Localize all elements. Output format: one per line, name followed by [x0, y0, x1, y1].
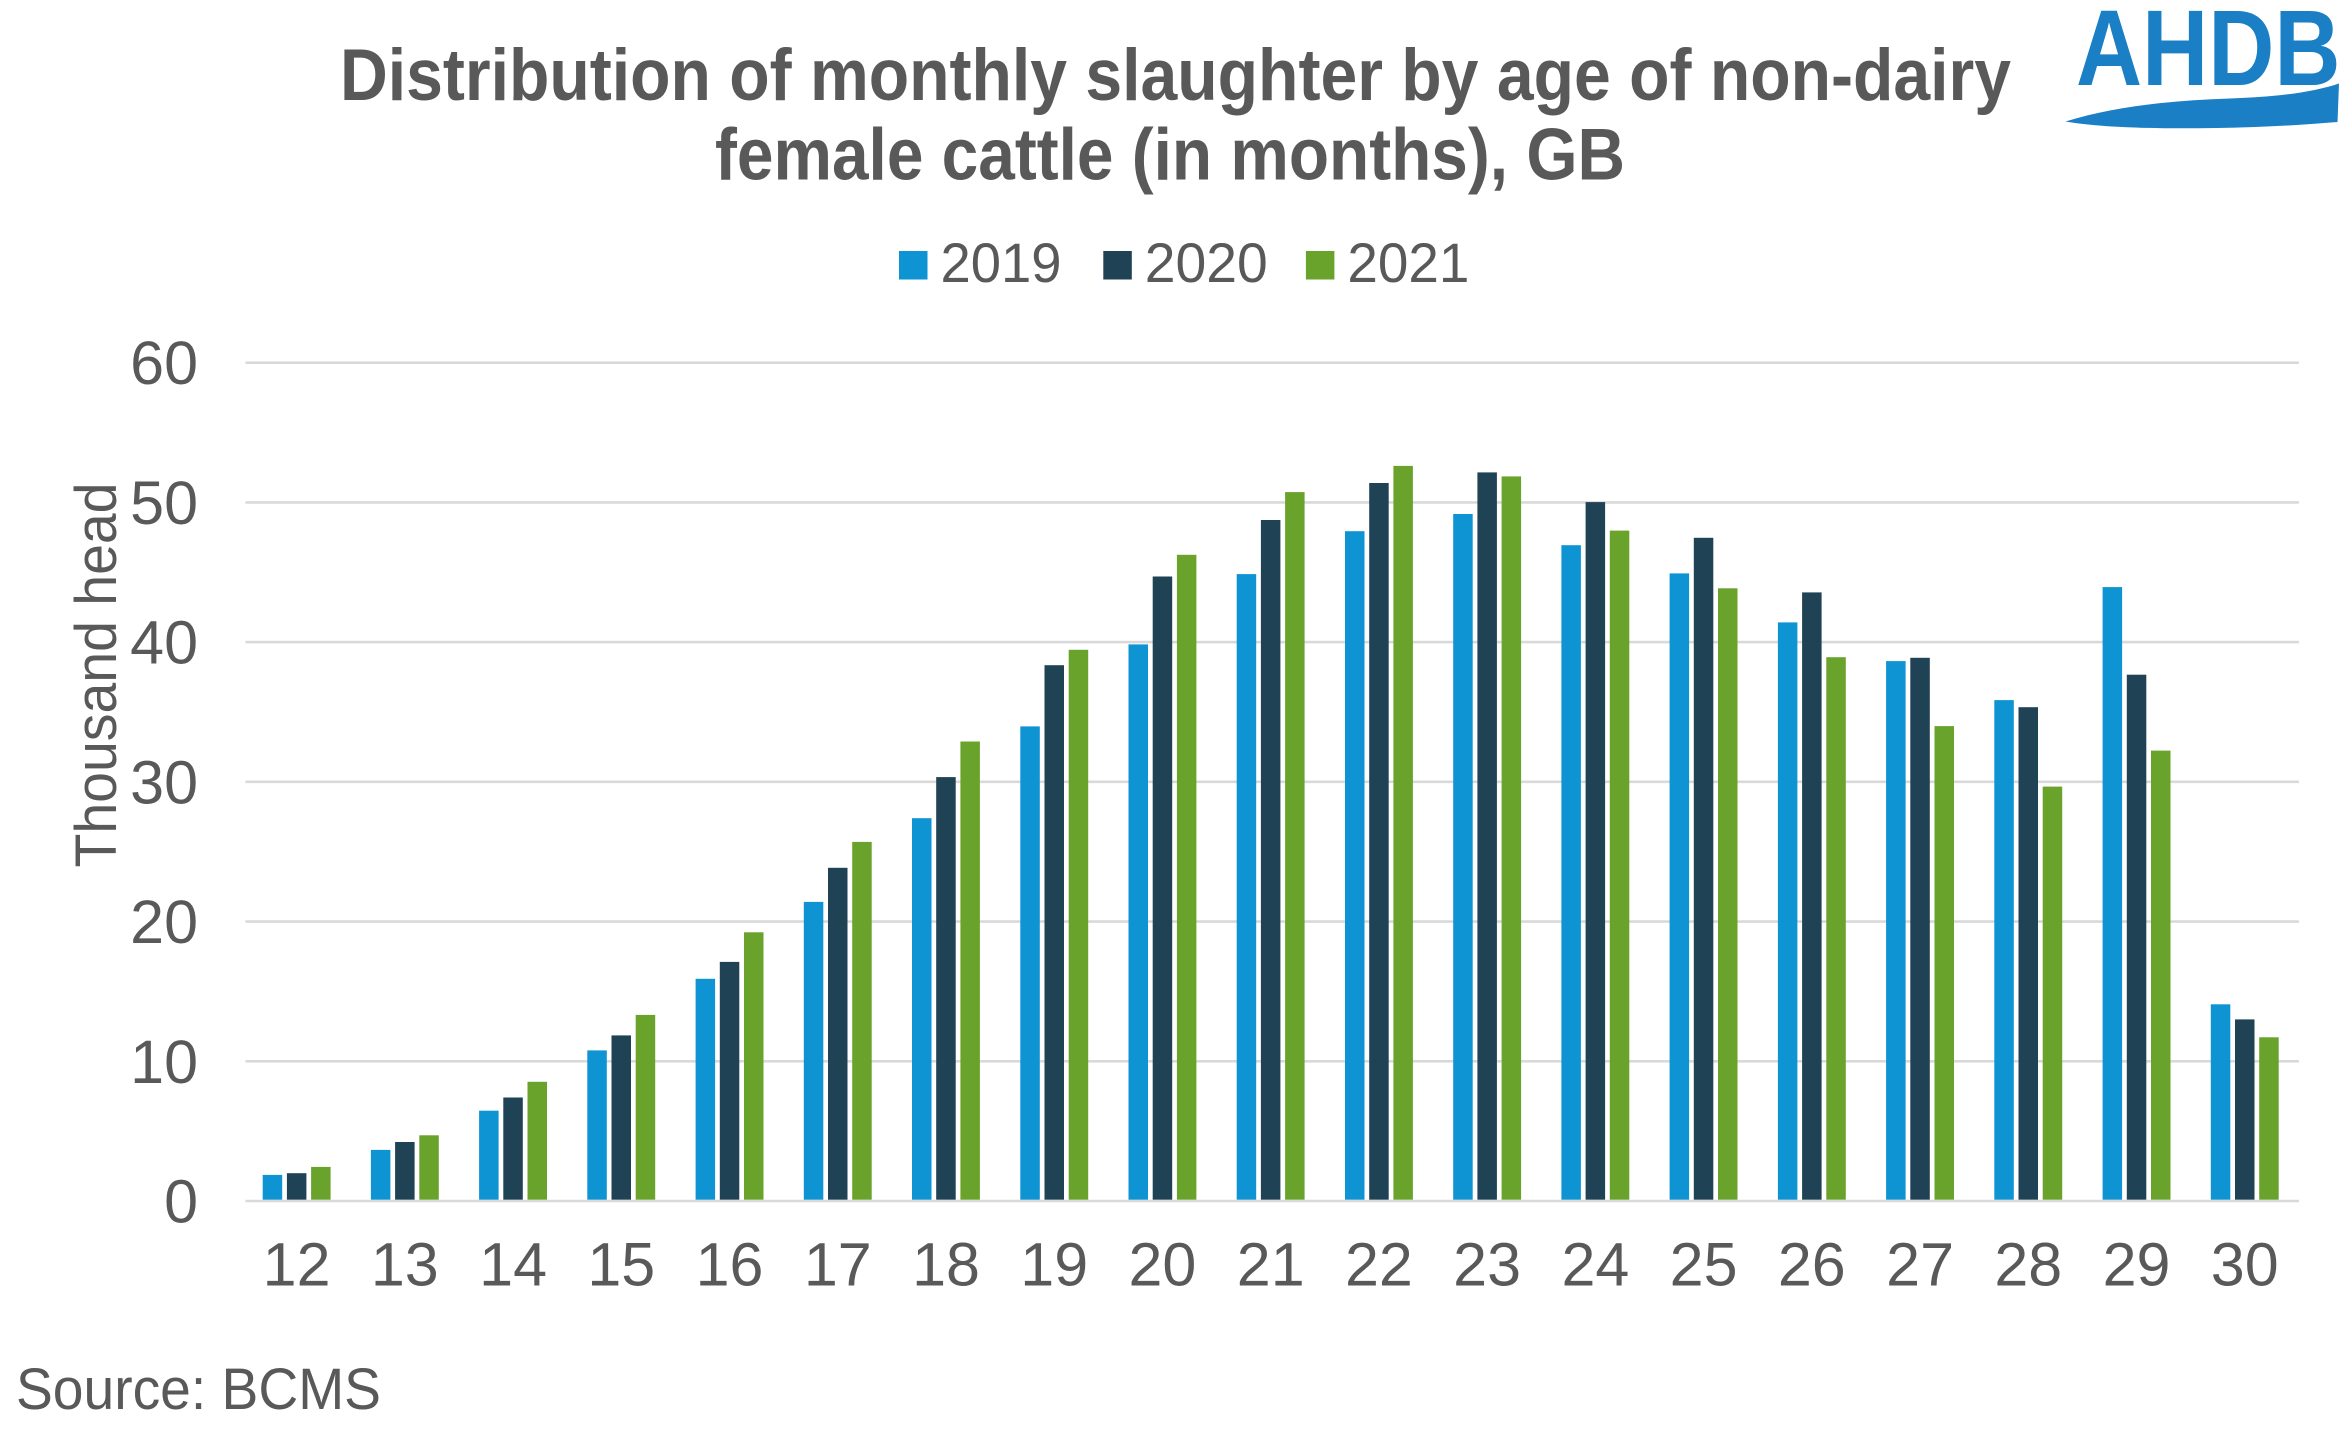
svg-text:20: 20: [1128, 1231, 1196, 1299]
svg-text:30: 30: [130, 748, 198, 816]
svg-text:27: 27: [1886, 1231, 1954, 1299]
svg-text:female cattle (in months), GB: female cattle (in months), GB: [715, 115, 1625, 196]
svg-text:28: 28: [1994, 1231, 2062, 1299]
svg-text:19: 19: [1020, 1231, 1088, 1299]
svg-text:22: 22: [1345, 1231, 1413, 1299]
svg-text:13: 13: [371, 1231, 439, 1299]
svg-text:Thousand head: Thousand head: [64, 483, 129, 868]
svg-text:17: 17: [804, 1231, 872, 1299]
svg-text:50: 50: [130, 469, 198, 537]
svg-text:29: 29: [2103, 1231, 2171, 1299]
svg-text:15: 15: [587, 1231, 655, 1299]
svg-text:2021: 2021: [1347, 231, 1469, 294]
svg-text:2019: 2019: [941, 231, 1062, 294]
svg-text:Source: BCMS: Source: BCMS: [16, 1357, 381, 1422]
svg-text:20: 20: [130, 888, 198, 956]
svg-text:25: 25: [1670, 1231, 1738, 1299]
svg-text:16: 16: [696, 1231, 764, 1299]
svg-text:12: 12: [263, 1231, 331, 1299]
svg-text:24: 24: [1561, 1231, 1629, 1299]
svg-text:40: 40: [130, 609, 198, 677]
svg-text:Distribution of monthly slaugh: Distribution of monthly slaughter by age…: [340, 35, 2011, 116]
svg-text:AHDB: AHDB: [2076, 0, 2341, 108]
svg-text:26: 26: [1778, 1231, 1846, 1299]
svg-text:21: 21: [1237, 1231, 1305, 1299]
svg-text:18: 18: [912, 1231, 980, 1299]
svg-text:23: 23: [1453, 1231, 1521, 1299]
svg-text:10: 10: [130, 1028, 198, 1096]
svg-text:0: 0: [164, 1168, 198, 1236]
svg-text:14: 14: [479, 1231, 547, 1299]
svg-text:2020: 2020: [1145, 231, 1268, 294]
svg-text:30: 30: [2211, 1231, 2279, 1299]
svg-text:60: 60: [130, 329, 198, 397]
